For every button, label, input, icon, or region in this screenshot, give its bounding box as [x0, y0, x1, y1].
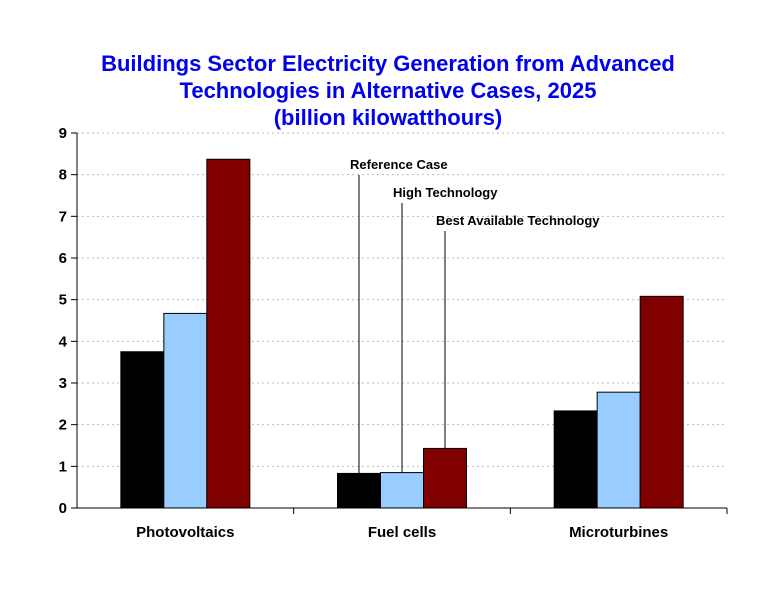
bar [639, 295, 684, 509]
y-tick-label: 8 [59, 167, 67, 184]
bar [120, 351, 165, 509]
y-tick-label: 2 [59, 417, 67, 434]
chart-title-line-3: (billion kilowatthours) [273, 105, 503, 130]
y-tick-label: 5 [59, 292, 67, 309]
y-tick-label: 0 [59, 500, 67, 517]
bar [423, 447, 467, 509]
bar [163, 312, 208, 509]
chart-title-line-1: Buildings Sector Electricity Generation … [101, 51, 675, 76]
y-tick-label: 3 [59, 375, 67, 392]
chart-title: Buildings Sector Electricity Generation … [0, 50, 776, 131]
x-tick-label: Fuel cells [368, 524, 436, 541]
chart-title-line-2: Technologies in Alternative Cases, 2025 [179, 78, 597, 103]
series-annotation-label: Best Available Technology [436, 213, 600, 228]
x-tick-label: Microturbines [569, 524, 668, 541]
y-tick-label: 4 [59, 333, 68, 350]
bar [337, 472, 381, 509]
series-annotation-label: Reference Case [350, 157, 448, 172]
bar [380, 472, 424, 509]
y-tick-label: 1 [59, 458, 67, 475]
bar [553, 410, 598, 509]
bar [596, 391, 641, 509]
y-tick-label: 9 [59, 125, 67, 142]
x-tick-label: Photovoltaics [136, 524, 234, 541]
series-annotation-label: High Technology [393, 185, 498, 200]
bar [206, 158, 251, 509]
y-tick-label: 7 [59, 208, 67, 225]
y-tick-label: 6 [59, 250, 67, 267]
